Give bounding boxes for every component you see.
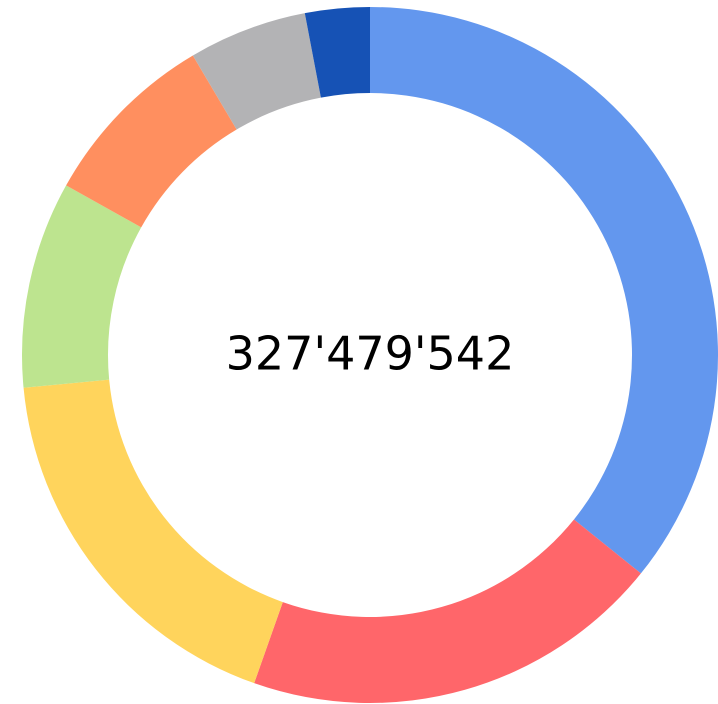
donut-segment: [254, 519, 641, 703]
donut-segment: [192, 13, 321, 130]
donut-segment: [21, 185, 142, 388]
donut-segment: [66, 55, 237, 228]
donut-segment: [370, 7, 718, 574]
donut-segment: [23, 379, 283, 684]
donut-segment: [304, 7, 370, 98]
center-total: 327'479'542: [226, 327, 515, 381]
ring: [21, 7, 718, 703]
